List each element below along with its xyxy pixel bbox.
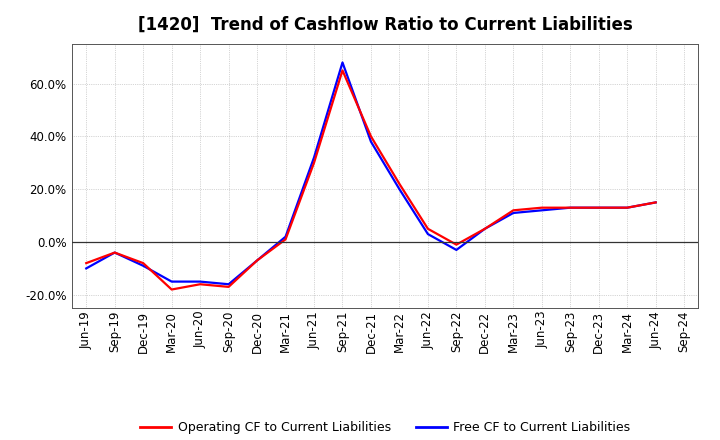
Operating CF to Current Liabilities bbox=[139, 260, 148, 266]
Free CF to Current Liabilities bbox=[282, 234, 290, 239]
Free CF to Current Liabilities bbox=[452, 247, 461, 253]
Operating CF to Current Liabilities bbox=[423, 226, 432, 231]
Free CF to Current Liabilities bbox=[310, 155, 318, 160]
Free CF to Current Liabilities bbox=[82, 266, 91, 271]
Free CF to Current Liabilities bbox=[366, 139, 375, 144]
Operating CF to Current Liabilities bbox=[652, 200, 660, 205]
Operating CF to Current Liabilities bbox=[623, 205, 631, 210]
Operating CF to Current Liabilities bbox=[537, 205, 546, 210]
Operating CF to Current Liabilities bbox=[452, 242, 461, 247]
Operating CF to Current Liabilities bbox=[110, 250, 119, 255]
Operating CF to Current Liabilities bbox=[566, 205, 575, 210]
Free CF to Current Liabilities bbox=[167, 279, 176, 284]
Operating CF to Current Liabilities bbox=[253, 258, 261, 263]
Free CF to Current Liabilities bbox=[110, 250, 119, 255]
Operating CF to Current Liabilities bbox=[366, 134, 375, 139]
Operating CF to Current Liabilities bbox=[509, 208, 518, 213]
Legend: Operating CF to Current Liabilities, Free CF to Current Liabilities: Operating CF to Current Liabilities, Fre… bbox=[135, 416, 635, 439]
Line: Operating CF to Current Liabilities: Operating CF to Current Liabilities bbox=[86, 70, 656, 290]
Title: [1420]  Trend of Cashflow Ratio to Current Liabilities: [1420] Trend of Cashflow Ratio to Curren… bbox=[138, 16, 633, 34]
Operating CF to Current Liabilities bbox=[310, 160, 318, 165]
Free CF to Current Liabilities bbox=[566, 205, 575, 210]
Free CF to Current Liabilities bbox=[537, 208, 546, 213]
Operating CF to Current Liabilities bbox=[338, 68, 347, 73]
Free CF to Current Liabilities bbox=[423, 231, 432, 237]
Operating CF to Current Liabilities bbox=[282, 237, 290, 242]
Operating CF to Current Liabilities bbox=[82, 260, 91, 266]
Free CF to Current Liabilities bbox=[225, 282, 233, 287]
Operating CF to Current Liabilities bbox=[196, 282, 204, 287]
Operating CF to Current Liabilities bbox=[480, 226, 489, 231]
Operating CF to Current Liabilities bbox=[225, 284, 233, 290]
Free CF to Current Liabilities bbox=[253, 258, 261, 263]
Line: Free CF to Current Liabilities: Free CF to Current Liabilities bbox=[86, 62, 656, 284]
Operating CF to Current Liabilities bbox=[167, 287, 176, 292]
Free CF to Current Liabilities bbox=[395, 187, 404, 192]
Free CF to Current Liabilities bbox=[196, 279, 204, 284]
Free CF to Current Liabilities bbox=[652, 200, 660, 205]
Operating CF to Current Liabilities bbox=[395, 181, 404, 187]
Operating CF to Current Liabilities bbox=[595, 205, 603, 210]
Free CF to Current Liabilities bbox=[509, 210, 518, 216]
Free CF to Current Liabilities bbox=[480, 226, 489, 231]
Free CF to Current Liabilities bbox=[139, 263, 148, 268]
Free CF to Current Liabilities bbox=[595, 205, 603, 210]
Free CF to Current Liabilities bbox=[623, 205, 631, 210]
Free CF to Current Liabilities bbox=[338, 60, 347, 65]
